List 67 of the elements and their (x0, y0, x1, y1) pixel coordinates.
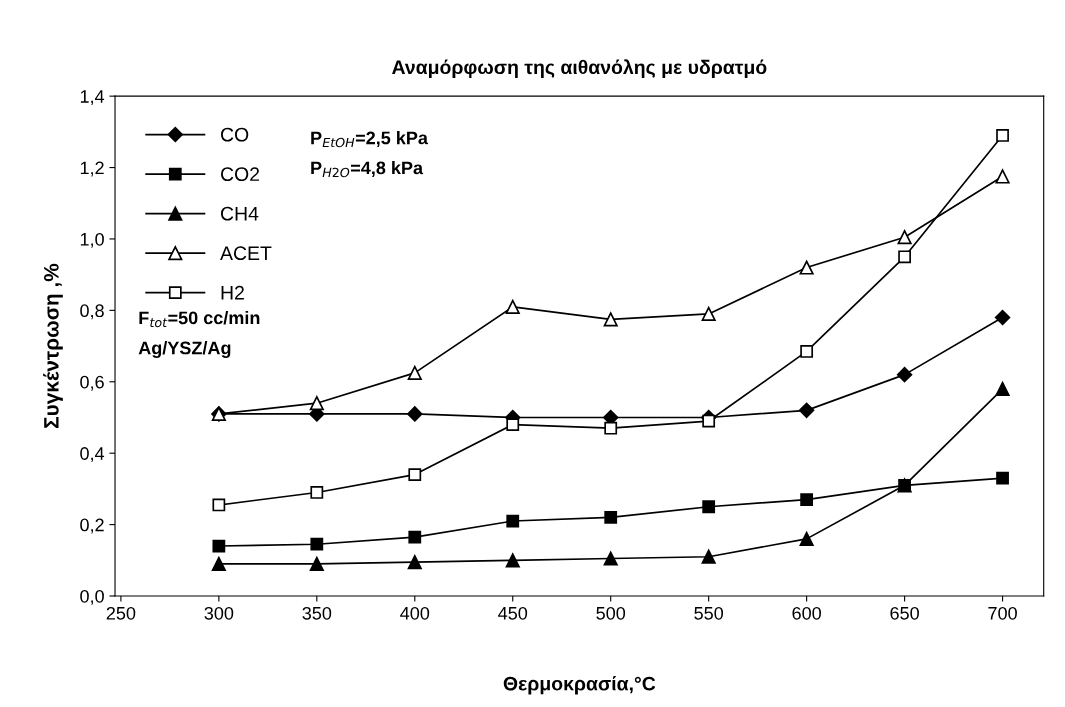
point (896, 366, 913, 383)
point (701, 306, 716, 322)
point (505, 553, 520, 568)
legend-label: CO (221, 127, 249, 142)
x-tick-label: 350 (302, 606, 332, 620)
point (310, 537, 324, 551)
point (603, 312, 618, 327)
x-tick-label: 650 (890, 606, 919, 620)
y-tick-label: 0,6 (80, 375, 104, 391)
point (212, 539, 226, 553)
point (995, 169, 1010, 184)
x-axis-title: Θερμοκρασία,°C (503, 676, 656, 695)
point (996, 129, 1009, 142)
point (897, 230, 912, 245)
point (408, 468, 422, 482)
point (702, 414, 716, 428)
legend-label: CO2 (221, 167, 260, 182)
point (701, 549, 716, 564)
point (603, 551, 618, 566)
legend-label: H2 (221, 285, 244, 300)
point (310, 486, 324, 499)
point (407, 554, 422, 570)
point (800, 345, 814, 358)
annotation: F$_{tot}$=50 cc/min (139, 310, 260, 328)
annotation: P$_{EtOH}$=2,5 kPa (311, 131, 429, 148)
point (212, 498, 226, 512)
point (506, 418, 520, 432)
chart-title: Αναμόρφωση της αιθανόλης με υδρατμό (392, 59, 767, 78)
point (604, 511, 618, 524)
point (799, 260, 814, 275)
point (798, 402, 815, 419)
point (994, 309, 1011, 326)
point (702, 500, 716, 514)
point (996, 471, 1009, 485)
y-tick-label: 0,4 (80, 447, 105, 463)
point (407, 406, 423, 422)
point (995, 381, 1010, 397)
point (799, 531, 814, 546)
y-tick-label: 0,2 (80, 518, 104, 534)
point (898, 250, 911, 264)
point (505, 299, 520, 314)
y-tick-label: 0,0 (80, 589, 104, 605)
y-tick-label: 1,2 (80, 161, 104, 177)
point (506, 514, 520, 528)
x-tick-label: 400 (400, 606, 430, 620)
x-tick-label: 300 (204, 606, 234, 620)
point (604, 421, 618, 435)
point (407, 365, 422, 380)
point (309, 556, 324, 571)
y-tick-label: 0,8 (80, 304, 104, 320)
y-axis-title: Συγκέντρωση ,% (43, 263, 63, 428)
x-tick-label: 450 (498, 606, 528, 620)
x-tick-label: 250 (106, 606, 136, 620)
x-tick-label: 700 (988, 606, 1017, 620)
legend-label: ACET (220, 246, 272, 261)
x-tick-label: 550 (694, 606, 724, 620)
x-tick-label: 500 (596, 606, 626, 620)
legend-label: CH4 (221, 206, 259, 221)
point (309, 396, 324, 411)
annotation: Ag/YSZ/Ag (138, 341, 231, 358)
point (800, 493, 814, 506)
point (408, 530, 422, 544)
y-tick-label: 1,0 (80, 232, 104, 248)
y-tick-label: 1,4 (80, 90, 105, 105)
point (211, 556, 226, 571)
annotation: P$_{H2O}$=4,8 kPa (311, 161, 424, 178)
x-tick-label: 600 (792, 606, 821, 620)
